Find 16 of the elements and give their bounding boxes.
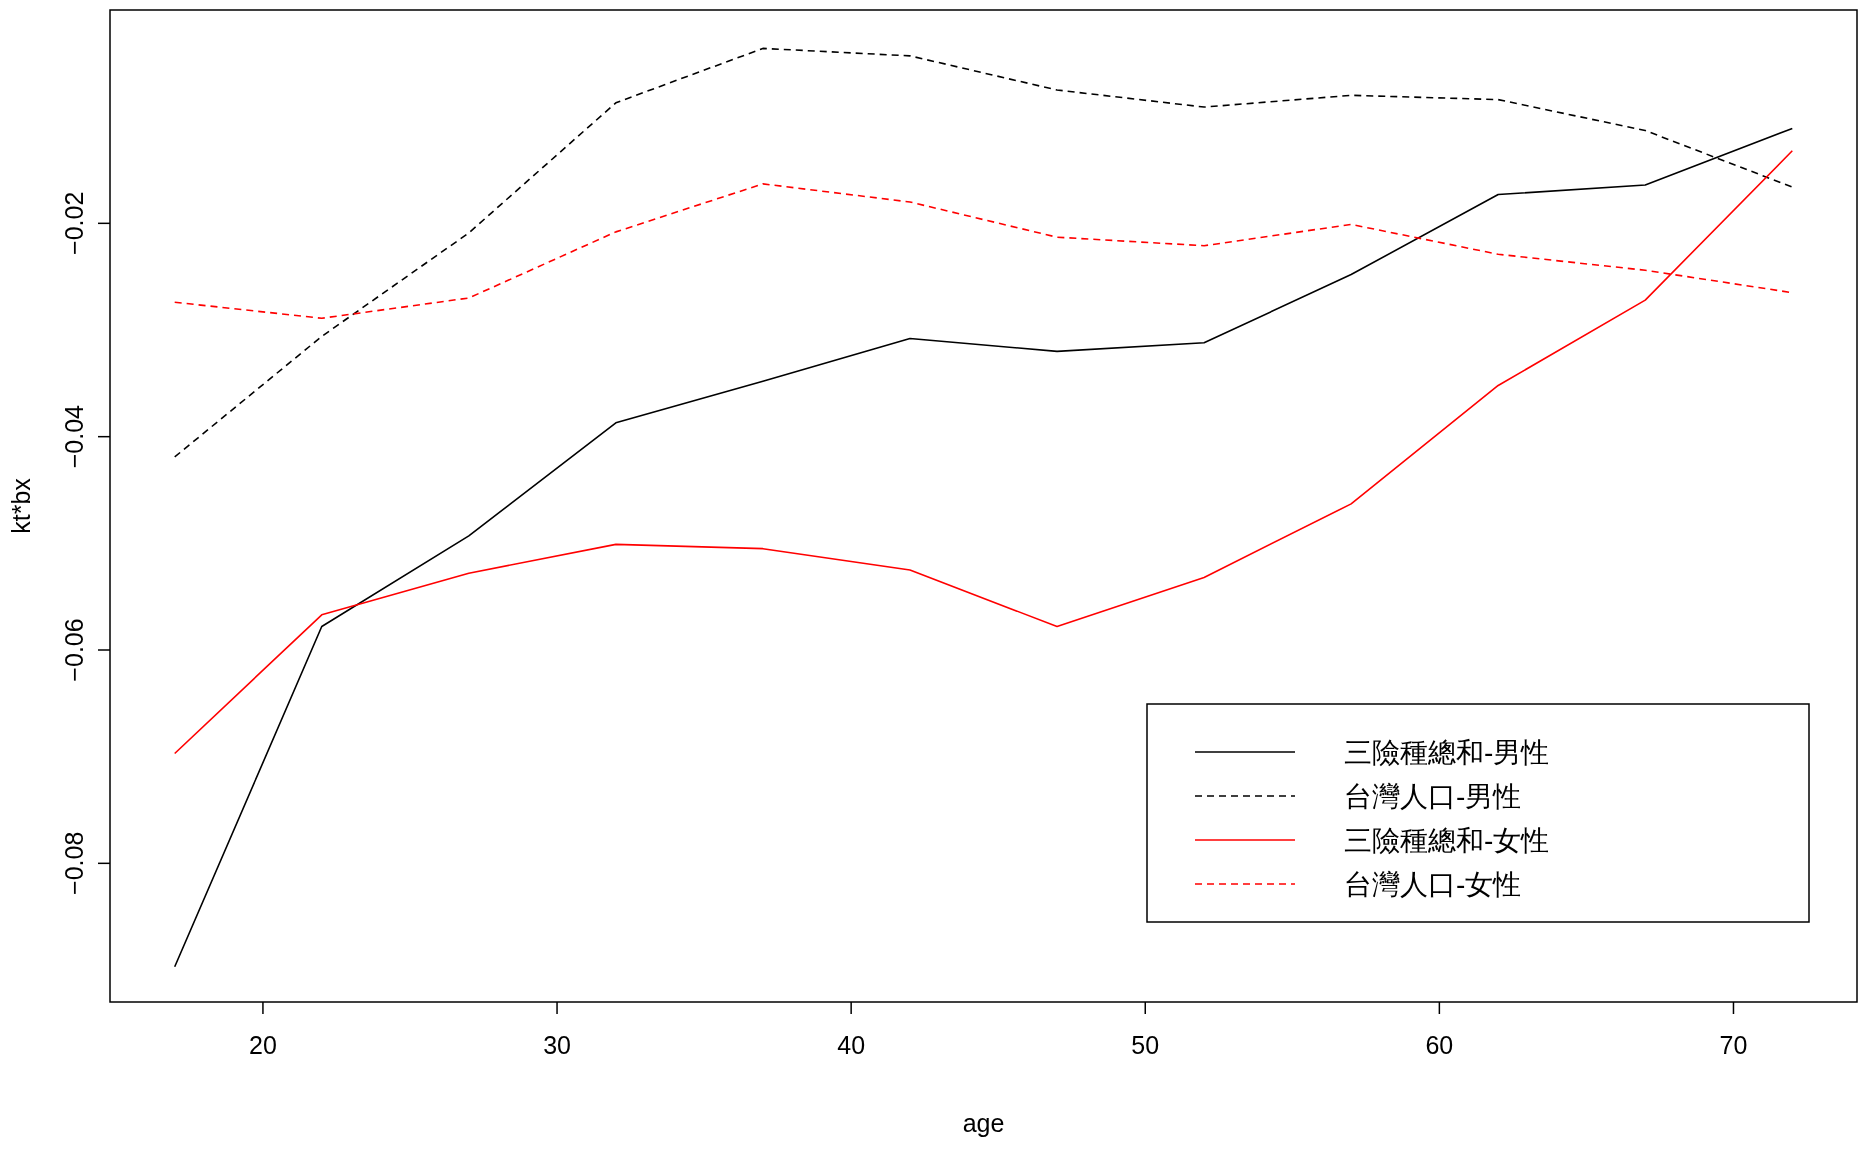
y-axis-title: kt*bx [7,477,35,534]
x-tick-label: 20 [249,1031,277,1059]
y-tick-label: −0.06 [60,618,88,682]
x-axis-title: age [962,1109,1005,1137]
x-tick-label: 70 [1719,1031,1748,1059]
x-tick-label: 60 [1425,1031,1454,1059]
legend-label: 三險種總和-男性 [1344,737,1550,768]
legend-label: 三險種總和-女性 [1344,825,1550,856]
legend-label: 台灣人口-男性 [1344,781,1522,812]
legend-label: 台灣人口-女性 [1344,869,1522,900]
x-tick-label: 40 [837,1031,866,1059]
x-tick-label: 30 [543,1031,571,1059]
x-tick-label: 50 [1131,1031,1160,1059]
y-tick-label: −0.04 [60,404,88,469]
y-tick-label: −0.02 [60,191,88,255]
y-tick-label: −0.08 [60,831,88,895]
